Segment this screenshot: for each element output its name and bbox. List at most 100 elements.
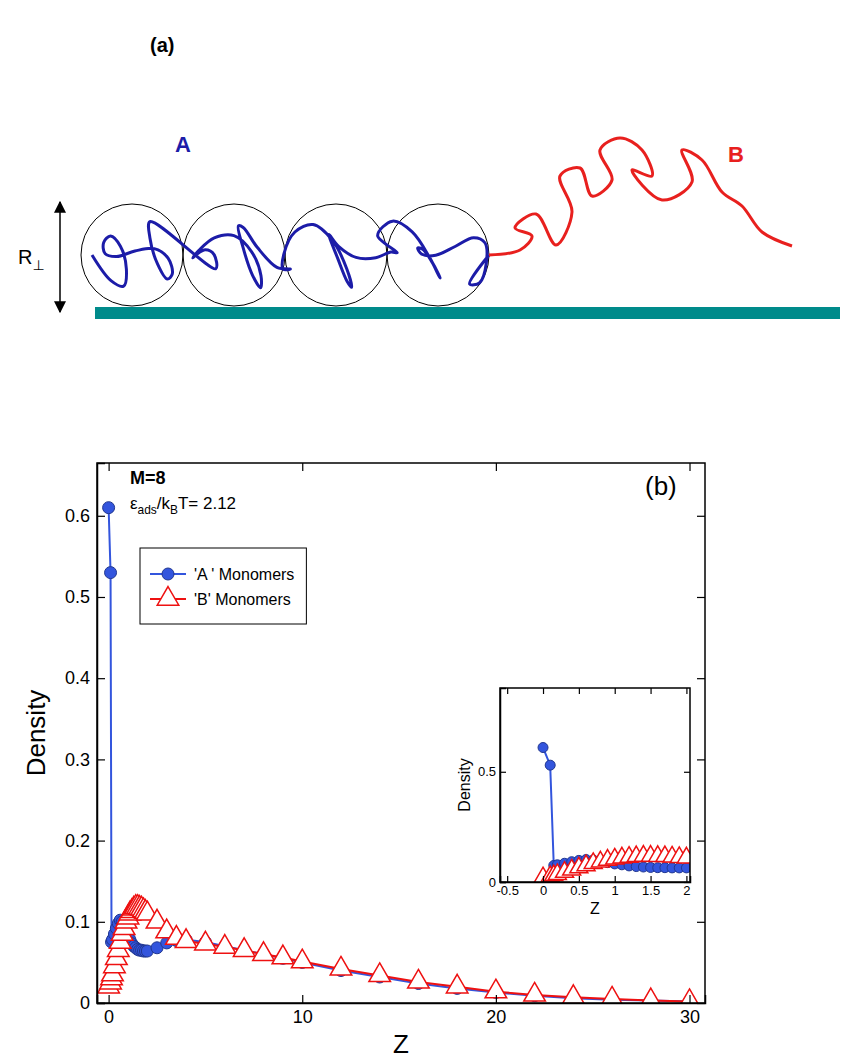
inset-chart: -0.500.511.5200.5ZDensity xyxy=(456,688,695,917)
data-point xyxy=(681,863,690,873)
block-label: A xyxy=(175,132,191,157)
tick-mark xyxy=(97,516,105,517)
axis-line xyxy=(501,689,507,883)
data-point xyxy=(679,989,701,1003)
tick-mark xyxy=(697,597,705,598)
dimension-label: R⊥ xyxy=(18,246,45,273)
blob xyxy=(81,204,183,306)
data-point xyxy=(677,847,690,863)
tick-mark xyxy=(650,688,651,694)
tick xyxy=(543,688,544,694)
tick: 0 xyxy=(80,993,105,1013)
tick-mark xyxy=(697,840,705,841)
tick-mark xyxy=(500,882,506,883)
tick: 0.3 xyxy=(65,750,105,770)
tick-label: 10 xyxy=(293,1007,313,1027)
y-axis: 00.5 xyxy=(478,689,506,890)
tick-mark xyxy=(697,516,705,517)
tick-label: 0.6 xyxy=(65,506,90,526)
dimension-arrow xyxy=(59,202,61,312)
tick-mark xyxy=(684,882,690,883)
data-point xyxy=(253,942,275,961)
tick-label: 0.2 xyxy=(65,831,90,851)
tick xyxy=(507,688,508,694)
tick-mark xyxy=(579,688,580,694)
tick-mark xyxy=(500,772,506,773)
data-point xyxy=(408,969,430,988)
tick: 0 xyxy=(104,995,114,1027)
data-point xyxy=(195,931,217,950)
tick-label: 0.5 xyxy=(478,764,496,779)
plot-frame xyxy=(97,463,705,1003)
tick-mark xyxy=(109,463,110,471)
annotation: εads/kBT= 2.12 xyxy=(130,494,236,517)
tick xyxy=(697,922,705,923)
tick: 10 xyxy=(293,995,313,1027)
y-axis xyxy=(697,516,705,1003)
x-axis-title: Z xyxy=(590,900,600,917)
tick xyxy=(697,516,705,517)
data-point xyxy=(214,935,236,954)
data-area xyxy=(534,743,690,882)
tick-mark xyxy=(109,995,110,1003)
tick xyxy=(109,463,110,471)
data-point xyxy=(330,956,352,975)
tick-mark xyxy=(697,759,705,760)
tick-label: 20 xyxy=(486,1007,506,1027)
tick: 30 xyxy=(680,995,700,1027)
tick-mark xyxy=(615,688,616,694)
data-point xyxy=(601,986,623,1003)
data-point xyxy=(446,974,468,993)
tick-mark xyxy=(650,876,651,882)
tick-label: 0.1 xyxy=(65,912,90,932)
tick: 2 xyxy=(683,876,690,898)
data-point xyxy=(103,502,115,514)
tick: 0 xyxy=(489,875,506,890)
data-point xyxy=(233,938,255,957)
tick-mark xyxy=(97,678,105,679)
tick-label: 1.5 xyxy=(642,883,660,898)
tick: 0 xyxy=(540,876,547,898)
tick-label: 0 xyxy=(80,993,90,1013)
block-b-chain xyxy=(489,138,792,255)
tick: 0.5 xyxy=(570,876,588,898)
tick xyxy=(684,882,690,883)
tick: 1.5 xyxy=(642,876,660,898)
tick-mark xyxy=(689,463,690,471)
tick-mark xyxy=(496,995,497,1003)
tick-mark xyxy=(697,1003,705,1004)
data-point xyxy=(291,949,313,968)
data-point xyxy=(175,929,197,948)
tick-mark xyxy=(615,876,616,882)
annotation: M=8 xyxy=(130,468,166,488)
tick: 1 xyxy=(612,876,619,898)
tick xyxy=(579,688,580,694)
tick: 0.5 xyxy=(65,587,105,607)
series-line xyxy=(543,748,686,868)
tick-label: 2 xyxy=(683,883,690,898)
tick: 20 xyxy=(486,995,506,1027)
tick: 0.1 xyxy=(65,912,105,932)
tick xyxy=(697,597,705,598)
y-axis xyxy=(684,772,690,882)
tick-mark xyxy=(684,772,690,773)
tick-mark xyxy=(579,876,580,882)
tick-mark xyxy=(686,876,687,882)
tick-label: 0 xyxy=(104,1007,114,1027)
plot-background xyxy=(500,688,690,882)
tick-mark xyxy=(97,840,105,841)
x-axis-title: Z xyxy=(393,1029,409,1059)
tick-label: 0.4 xyxy=(65,668,90,688)
tick: 0.4 xyxy=(65,668,105,688)
tick xyxy=(615,688,616,694)
tick-mark xyxy=(543,876,544,882)
panel-label: (b) xyxy=(645,471,677,501)
tick xyxy=(684,772,690,773)
tick-mark xyxy=(97,922,105,923)
data-point xyxy=(105,567,117,579)
tick-label: 0.3 xyxy=(65,750,90,770)
tick-label: 0 xyxy=(540,883,547,898)
surface xyxy=(95,307,840,319)
legend-marker xyxy=(157,587,179,606)
tick xyxy=(697,678,705,679)
